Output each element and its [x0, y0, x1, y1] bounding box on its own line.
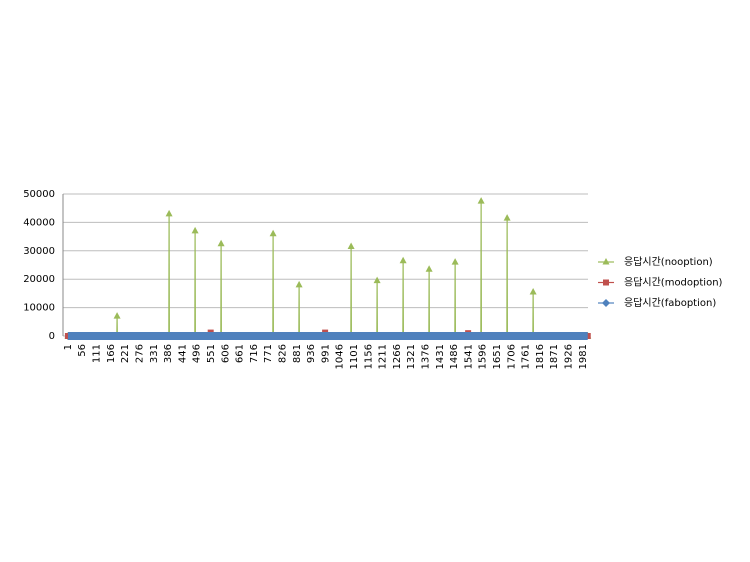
x-tick-label: 1486 [449, 344, 460, 369]
legend-label: 응답시간(modoption) [624, 277, 723, 289]
marker [373, 276, 381, 284]
x-tick-label: 1816 [535, 344, 546, 369]
x-tick-label: 331 [149, 344, 160, 363]
x-tick-label: 1761 [521, 344, 532, 369]
x-tick-label: 56 [77, 344, 88, 357]
marker [451, 258, 459, 265]
x-tick-label: 221 [120, 344, 131, 363]
x-tick-label: 386 [163, 344, 174, 363]
marker [477, 197, 485, 204]
x-tick-label: 826 [277, 344, 288, 363]
x-tick-label: 1101 [349, 344, 360, 369]
y-tick-label: 40000 [23, 217, 55, 228]
marker [503, 214, 511, 221]
x-tick-label: 1156 [363, 344, 374, 369]
marker [399, 256, 407, 264]
x-tick-label: 496 [192, 344, 203, 363]
legend-label: 응답시간(faboption) [624, 297, 716, 309]
x-tick-label: 1541 [463, 344, 474, 369]
x-tick-label: 936 [306, 344, 317, 363]
marker [191, 226, 199, 234]
x-tick-label: 1981 [578, 344, 589, 369]
x-tick-label: 1706 [506, 344, 517, 369]
x-tick-label: 111 [92, 344, 103, 363]
x-tick-label: 1596 [478, 344, 489, 369]
x-tick-label: 1046 [335, 344, 346, 369]
y-tick-label: 50000 [23, 189, 55, 200]
y-tick-label: 20000 [23, 274, 55, 285]
x-tick-label: 1376 [420, 344, 431, 369]
y-tick-label: 0 [49, 331, 55, 342]
y-tick-label: 10000 [23, 303, 55, 314]
x-tick-label: 1266 [392, 344, 403, 369]
x-tick-label: 716 [249, 344, 260, 363]
x-tick-label: 441 [177, 344, 188, 363]
marker [113, 312, 121, 319]
marker [529, 287, 537, 295]
x-tick-label: 1 [63, 344, 74, 350]
x-tick-label: 1321 [406, 344, 417, 369]
series-line [67, 201, 588, 337]
marker [602, 258, 610, 265]
marker [603, 279, 609, 286]
y-tick-label: 30000 [23, 246, 55, 257]
x-tick-label: 166 [106, 344, 117, 363]
x-tick-label: 1431 [435, 344, 446, 369]
x-tick-label: 661 [235, 344, 246, 363]
x-tick-label: 551 [206, 344, 217, 363]
x-tick-label: 771 [263, 344, 274, 363]
marker [425, 265, 433, 272]
x-tick-label: 276 [134, 344, 145, 363]
x-tick-label: 1211 [378, 344, 389, 369]
x-tick-label: 1871 [549, 344, 560, 369]
x-tick-label: 881 [292, 344, 303, 363]
x-tick-label: 1651 [492, 344, 503, 369]
marker [295, 280, 303, 288]
marker [602, 299, 610, 307]
marker [269, 229, 277, 237]
marker [217, 239, 225, 247]
marker [347, 242, 355, 250]
x-tick-label: 991 [320, 344, 331, 363]
x-tick-label: 606 [220, 344, 231, 363]
marker [165, 209, 173, 217]
x-tick-label: 1926 [563, 344, 574, 369]
legend-label: 응답시간(nooption) [624, 256, 713, 268]
